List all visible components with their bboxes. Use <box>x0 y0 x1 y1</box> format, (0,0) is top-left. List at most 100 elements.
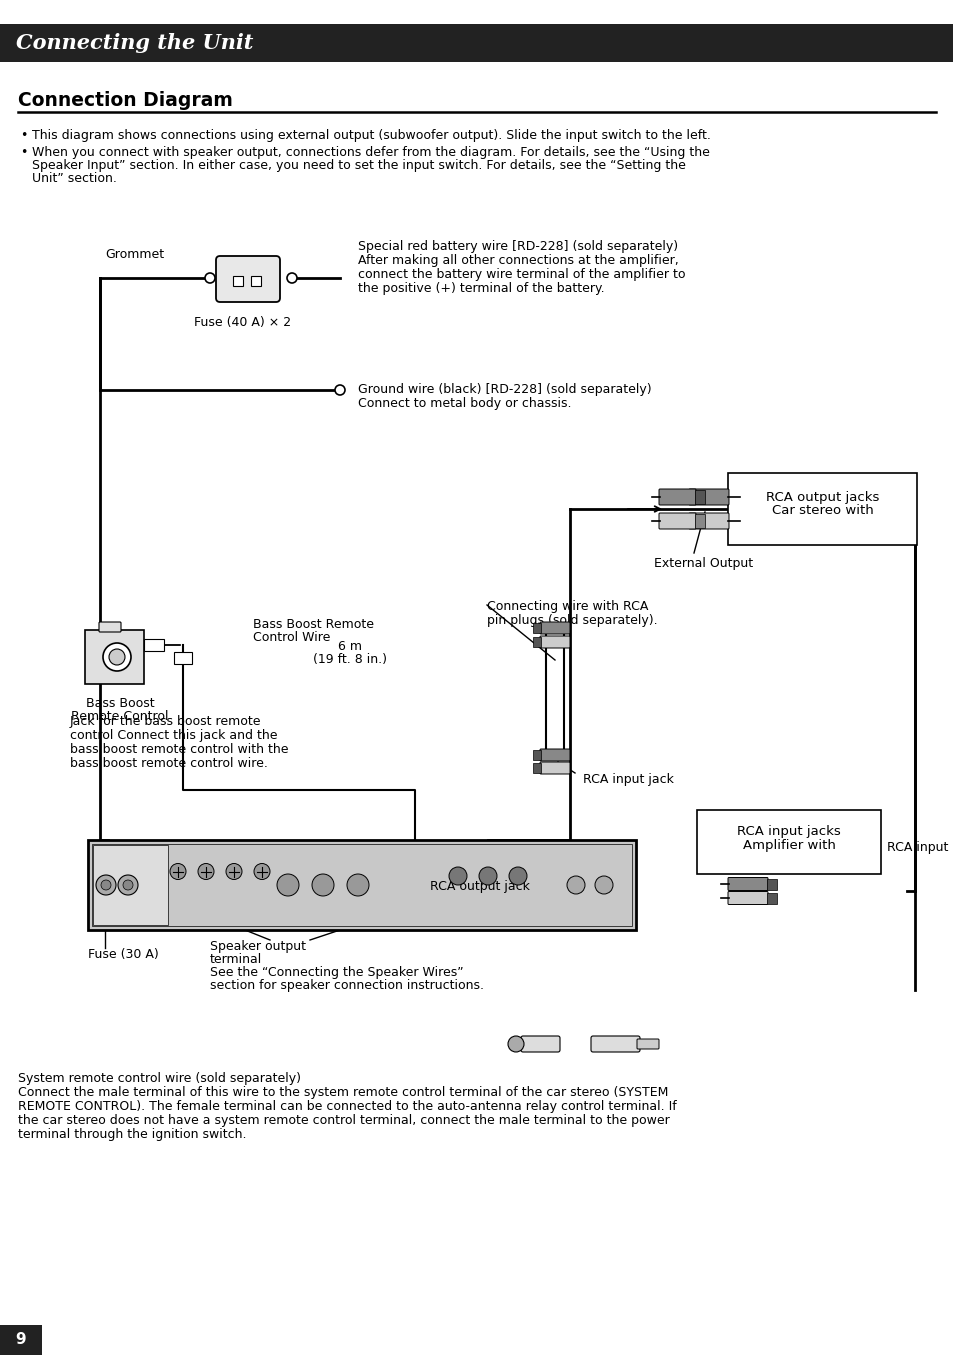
Circle shape <box>226 863 242 879</box>
Circle shape <box>118 875 138 896</box>
Text: Connection Diagram: Connection Diagram <box>18 91 233 110</box>
FancyBboxPatch shape <box>173 652 192 664</box>
FancyBboxPatch shape <box>533 623 540 633</box>
Text: (19 ft. 8 in.): (19 ft. 8 in.) <box>313 653 387 667</box>
Text: Remote Control: Remote Control <box>71 710 169 724</box>
Text: Grommet: Grommet <box>105 248 164 262</box>
Text: connect the battery wire terminal of the amplifier to: connect the battery wire terminal of the… <box>357 268 685 280</box>
FancyBboxPatch shape <box>0 24 953 62</box>
Circle shape <box>478 867 497 885</box>
Circle shape <box>509 867 526 885</box>
Circle shape <box>205 272 214 283</box>
Text: bass boost remote control wire.: bass boost remote control wire. <box>70 757 268 770</box>
FancyBboxPatch shape <box>679 514 689 528</box>
FancyBboxPatch shape <box>533 751 540 760</box>
Text: RCA input jacks: RCA input jacks <box>737 825 840 839</box>
FancyBboxPatch shape <box>539 622 569 634</box>
Circle shape <box>96 875 116 896</box>
FancyBboxPatch shape <box>688 514 728 528</box>
Text: Car stereo with: Car stereo with <box>771 504 872 518</box>
Circle shape <box>335 385 345 396</box>
Text: Connecting wire with RCA: Connecting wire with RCA <box>486 600 648 612</box>
Circle shape <box>287 272 296 283</box>
Text: External Output: External Output <box>654 557 753 570</box>
Text: pin plugs (sold separately).: pin plugs (sold separately). <box>486 614 657 627</box>
Text: RCA output jacks: RCA output jacks <box>765 491 879 504</box>
Text: Connect the male terminal of this wire to the system remote control terminal of : Connect the male terminal of this wire t… <box>18 1085 668 1099</box>
Text: When you connect with speaker output, connections defer from the diagram. For de: When you connect with speaker output, co… <box>32 146 709 159</box>
Text: Fuse (30 A): Fuse (30 A) <box>88 948 158 961</box>
FancyBboxPatch shape <box>233 276 243 286</box>
Circle shape <box>198 863 213 879</box>
Text: Connecting the Unit: Connecting the Unit <box>16 33 253 53</box>
Circle shape <box>312 874 334 896</box>
FancyBboxPatch shape <box>0 1325 42 1355</box>
FancyBboxPatch shape <box>637 1039 659 1049</box>
Text: Amplifier with: Amplifier with <box>741 840 835 852</box>
Circle shape <box>347 874 369 896</box>
Text: Connect to metal body or chassis.: Connect to metal body or chassis. <box>357 397 571 411</box>
Text: section for speaker connection instructions.: section for speaker connection instructi… <box>210 980 483 992</box>
Text: terminal through the ignition switch.: terminal through the ignition switch. <box>18 1127 246 1141</box>
FancyBboxPatch shape <box>766 878 776 889</box>
FancyBboxPatch shape <box>590 1037 639 1051</box>
FancyBboxPatch shape <box>727 878 767 890</box>
Text: Bass Boost: Bass Boost <box>86 696 154 710</box>
FancyBboxPatch shape <box>679 491 689 504</box>
Text: Bass Boost Remote: Bass Boost Remote <box>253 618 374 631</box>
FancyBboxPatch shape <box>659 489 696 505</box>
FancyBboxPatch shape <box>215 256 280 302</box>
Circle shape <box>276 874 298 896</box>
FancyBboxPatch shape <box>85 630 144 684</box>
Text: REMOTE CONTROL). The female terminal can be connected to the auto-antenna relay : REMOTE CONTROL). The female terminal can… <box>18 1100 676 1112</box>
Text: •: • <box>20 129 28 142</box>
Text: After making all other connections at the amplifier,: After making all other connections at th… <box>357 253 678 267</box>
Circle shape <box>566 875 584 894</box>
Text: 9: 9 <box>15 1332 27 1347</box>
FancyBboxPatch shape <box>727 473 916 545</box>
Text: 6 m: 6 m <box>337 640 361 653</box>
Circle shape <box>103 644 131 671</box>
FancyBboxPatch shape <box>697 810 880 874</box>
Circle shape <box>449 867 467 885</box>
FancyBboxPatch shape <box>533 763 540 772</box>
FancyBboxPatch shape <box>688 489 728 505</box>
Text: Fuse (40 A) × 2: Fuse (40 A) × 2 <box>194 316 292 329</box>
Text: Jack for the bass boost remote: Jack for the bass boost remote <box>70 715 261 728</box>
Text: Control Wire: Control Wire <box>253 631 330 644</box>
Text: System remote control wire (sold separately): System remote control wire (sold separat… <box>18 1072 301 1085</box>
Circle shape <box>123 879 132 890</box>
Text: This diagram shows connections using external output (subwoofer output). Slide t: This diagram shows connections using ext… <box>32 129 710 142</box>
Circle shape <box>101 879 111 890</box>
FancyBboxPatch shape <box>539 635 569 648</box>
FancyBboxPatch shape <box>766 893 776 904</box>
Text: •: • <box>20 146 28 159</box>
Text: the car stereo does not have a system remote control terminal, connect the male : the car stereo does not have a system re… <box>18 1114 669 1127</box>
Text: control Connect this jack and the: control Connect this jack and the <box>70 729 277 743</box>
FancyBboxPatch shape <box>88 840 636 930</box>
Text: Special red battery wire [RD-228] (sold separately): Special red battery wire [RD-228] (sold … <box>357 240 678 253</box>
Text: terminal: terminal <box>210 953 262 966</box>
FancyBboxPatch shape <box>539 749 569 762</box>
FancyBboxPatch shape <box>533 637 540 646</box>
FancyBboxPatch shape <box>520 1037 559 1051</box>
Circle shape <box>170 863 186 879</box>
FancyBboxPatch shape <box>727 892 767 905</box>
Circle shape <box>507 1037 523 1051</box>
Text: Speaker Input” section. In either case, you need to set the input switch. For de: Speaker Input” section. In either case, … <box>32 159 685 172</box>
Text: RCA output jack: RCA output jack <box>430 879 529 893</box>
Circle shape <box>109 649 125 665</box>
FancyBboxPatch shape <box>251 276 261 286</box>
Text: Unit” section.: Unit” section. <box>32 172 117 186</box>
Text: RCA input jack: RCA input jack <box>582 772 673 786</box>
FancyBboxPatch shape <box>92 846 168 925</box>
Circle shape <box>595 875 613 894</box>
FancyBboxPatch shape <box>695 491 704 504</box>
Text: Ground wire (black) [RD-228] (sold separately): Ground wire (black) [RD-228] (sold separ… <box>357 383 651 396</box>
FancyBboxPatch shape <box>539 762 569 774</box>
Text: Speaker output: Speaker output <box>210 940 306 953</box>
Text: bass boost remote control with the: bass boost remote control with the <box>70 743 288 756</box>
Text: the positive (+) terminal of the battery.: the positive (+) terminal of the battery… <box>357 282 604 295</box>
FancyBboxPatch shape <box>99 622 121 631</box>
FancyBboxPatch shape <box>659 514 696 528</box>
